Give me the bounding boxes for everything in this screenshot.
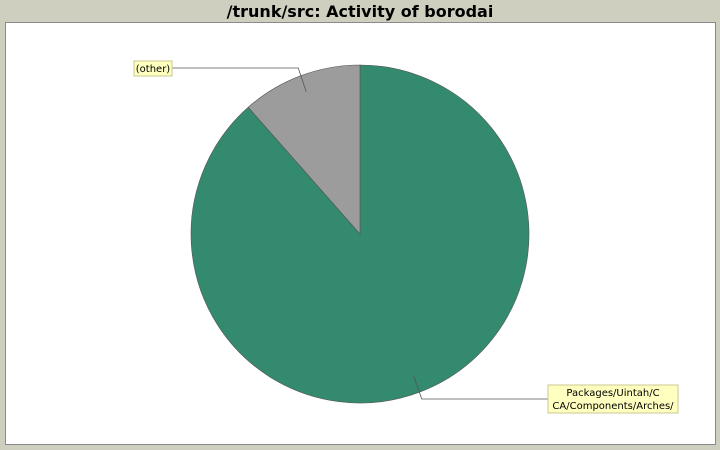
chart-title: /trunk/src: Activity of borodai (226, 2, 494, 21)
pie-slice-1 (247, 64, 361, 235)
slice-label-text: CA/Components/Arches/ (552, 401, 674, 412)
slice-label-text: Packages/Uintah/C (566, 388, 659, 399)
slice-label-text: (other) (136, 64, 171, 75)
leader-line-0 (413, 376, 548, 400)
slice-label-1: (other) (133, 60, 173, 77)
slice-label-0: Packages/Uintah/C CA/Components/Arches/ (547, 384, 679, 414)
leader-line-1 (172, 67, 307, 92)
